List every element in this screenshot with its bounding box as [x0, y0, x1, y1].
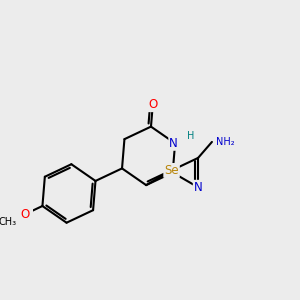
Text: O: O: [21, 208, 30, 221]
Text: N: N: [194, 181, 203, 194]
Text: H: H: [187, 131, 195, 141]
Text: Se: Se: [164, 164, 179, 177]
Text: N: N: [169, 137, 178, 150]
Text: O: O: [148, 98, 158, 111]
Text: NH₂: NH₂: [216, 137, 235, 147]
Text: CH₃: CH₃: [0, 217, 17, 227]
